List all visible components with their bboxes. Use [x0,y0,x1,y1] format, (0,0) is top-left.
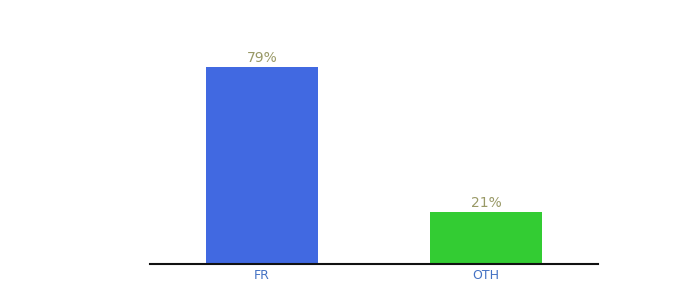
Bar [430,212,542,264]
Bar [205,67,318,264]
Text: 79%: 79% [246,51,277,65]
Text: 21%: 21% [471,196,502,210]
